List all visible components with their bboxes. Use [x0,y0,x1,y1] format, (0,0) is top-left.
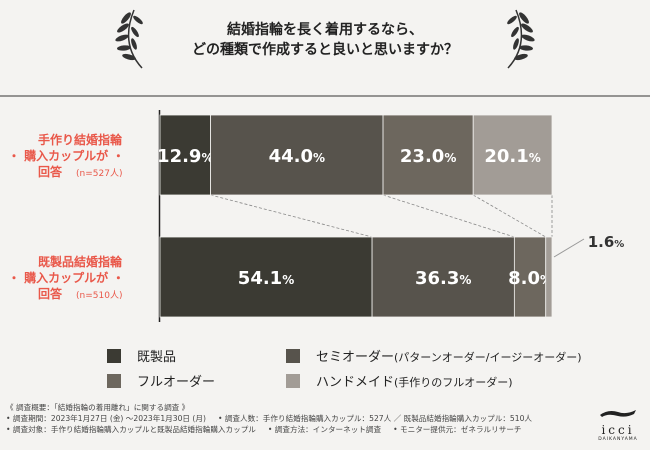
bar-segment [159,114,211,196]
row-sample-size: (n=527人) [76,169,123,179]
bar-segment [545,236,553,318]
bar-segment [513,236,547,318]
footnote-target: • 調査対象：手作り結婚指輪購入カップルと既製品結婚指輪購入カップル [6,425,256,434]
bar-segment [382,114,474,196]
legend-label-readymade: 既製品 [137,350,177,365]
logo-mark-icon [600,410,636,417]
legend-label-full-order: フルオーダー [137,375,216,390]
data-label: 23.0% [400,146,456,167]
row-label-line3: 回答 [38,165,63,179]
legend-swatch-handmade [286,374,300,388]
chart-title: 結婚指輪を長く着用するなら、 どの種類で作成すると良いと思いますか？ [140,20,510,60]
row-label-line2: ・ 購入カップルが ・ [8,271,125,285]
legend-swatch-semi-order [286,349,300,363]
footnote-line1: 《 調査概要：「結婚指輪の着用離れ」に関する調査 》 [6,403,190,412]
legend-swatch-readymade [107,349,121,363]
connector-line [382,194,515,238]
connector-line [473,194,546,238]
chart-title-line2: どの種類で作成すると良いと思いますか？ [192,42,458,58]
survey-footnote: 《 調査概要：「結婚指輪の着用離れ」に関する調査 》 • 調査期間：2023年1… [6,402,586,435]
stacked-bar-chart: 12.9%44.0%23.0%20.1%54.1%36.3%8.0%1.6% [0,95,650,322]
footnote-period: • 調査期間：2023年1月27日 (金) 〜2023年1月30日 (月) [6,414,206,423]
row-label-line1: 手作り結婚指輪 [38,133,123,147]
bar-segment [159,236,373,318]
data-label: 36.3% [415,268,471,289]
data-label: 44.0% [269,146,325,167]
data-label: 20.1% [484,146,540,167]
row-label-readymade: 既製品結婚指輪 ・ 購入カップルが ・ 回答 (n=510人) [0,254,160,304]
legend-label-semi-order: セミオーダー(パターンオーダー/イージーオーダー) [316,350,582,365]
laurel-right-icon [507,9,535,69]
footnote-method: • 調査方法：インターネット調査 [267,425,382,434]
row-label-handmade: 手作り結婚指輪 ・ 購入カップルが ・ 回答 (n=527人) [0,132,160,182]
bar-segment [371,236,515,318]
laurel-left-icon [115,9,143,69]
chart-title-line1: 結婚指輪を長く着用するなら、 [227,22,423,38]
row-sample-size: (n=510人) [76,291,123,301]
connector-line [210,194,373,238]
footnote-respondents: • 調査人数：手作り結婚指輪購入カップル：527人 ／ 既製品結婚指輪購入カップ… [217,414,533,423]
data-label: 54.1% [238,268,294,289]
row-label-line2: ・ 購入カップルが ・ [8,149,125,163]
data-label: 1.6% [588,233,625,251]
brand-logo: icci DAIKANYAMA [596,404,640,442]
bar-segment [210,114,384,196]
logo-sub: DAIKANYAMA [598,437,638,442]
legend-label-handmade: ハンドメイド(手作りのフルオーダー) [316,375,513,390]
legend-swatch-full-order [107,374,121,388]
footnote-provider: • モニター提供元：ゼネラルリサーチ [393,425,522,434]
row-label-line1: 既製品結婚指輪 [38,255,123,269]
logo-word: icci [601,423,635,437]
bar-segment [472,114,553,196]
callout-line [553,238,585,258]
row-label-line3: 回答 [38,287,63,301]
